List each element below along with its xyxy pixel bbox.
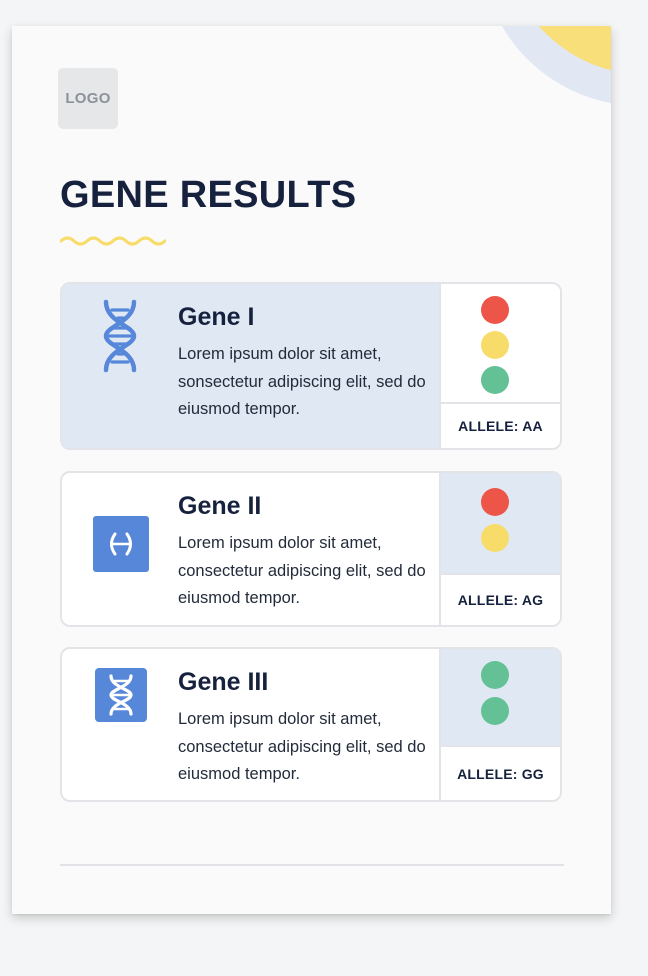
logo-placeholder: LOGO xyxy=(58,68,118,129)
gene-card-main: Gene III Lorem ipsum dolor sit amet, con… xyxy=(62,649,439,800)
indicator-dot-green xyxy=(481,366,509,394)
dna-badge-icon xyxy=(95,668,147,722)
gene-name: Gene III xyxy=(178,668,269,696)
gene-description: Lorem ipsum dolor sit amet, consectetur … xyxy=(178,534,426,607)
indicator-dot-yellow xyxy=(481,524,509,552)
allele-label: ALLELE: AA xyxy=(441,402,560,448)
gene-result-panel: ALLELE: AG xyxy=(439,473,560,625)
title-underline-squiggle xyxy=(60,236,166,246)
indicator-dot-red xyxy=(481,488,509,516)
gene-card-main: Gene II Lorem ipsum dolor sit amet, cons… xyxy=(62,473,439,625)
allele-label: ALLELE: GG xyxy=(441,745,560,800)
gene-description: Lorem ipsum dolor sit amet, sonsectetur … xyxy=(178,345,426,418)
gene-result-panel: ALLELE: AA xyxy=(439,284,560,448)
indicator-group xyxy=(441,284,560,404)
indicator-dot-green xyxy=(481,661,509,689)
page-title: GENE RESULTS xyxy=(60,174,357,216)
report-sheet: LOGO GENE RESULTS Gene I Lorem ips xyxy=(12,26,611,914)
gene-card-main: Gene I Lorem ipsum dolor sit amet, sonse… xyxy=(62,284,439,448)
indicator-group xyxy=(441,473,560,575)
gene-card: Gene II Lorem ipsum dolor sit amet, cons… xyxy=(60,471,562,627)
indicator-dot-yellow xyxy=(481,331,509,359)
gene-card: Gene I Lorem ipsum dolor sit amet, sonse… xyxy=(60,282,562,450)
footer-divider xyxy=(60,864,564,866)
gene-name: Gene II xyxy=(178,492,262,520)
indicator-dot-red xyxy=(481,296,509,324)
gene-result-panel: ALLELE: GG xyxy=(439,649,560,800)
brackets-icon xyxy=(93,516,149,572)
allele-label: ALLELE: AG xyxy=(441,573,560,625)
gene-description: Lorem ipsum dolor sit amet, consectetur … xyxy=(178,710,426,783)
dna-helix-icon xyxy=(103,299,137,373)
gene-card: Gene III Lorem ipsum dolor sit amet, con… xyxy=(60,647,562,802)
indicator-dot-green xyxy=(481,697,509,725)
gene-name: Gene I xyxy=(178,303,255,331)
indicator-group xyxy=(441,649,560,747)
